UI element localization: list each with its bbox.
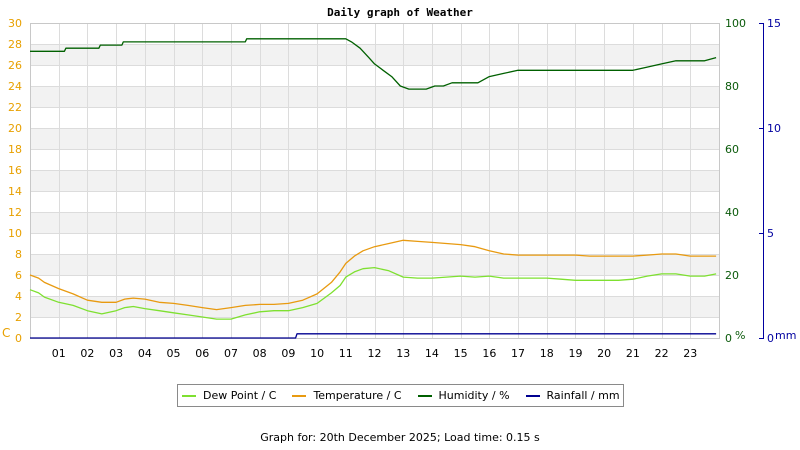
y-tick-label-left: 28 <box>8 38 22 51</box>
footer-status: Graph for: 20th December 2025; Load time… <box>260 431 540 444</box>
grid-band <box>30 128 719 149</box>
x-tick-label: 19 <box>568 347 582 360</box>
humidity-axis-unit: % <box>735 329 745 342</box>
y-tick-label-left: 14 <box>8 185 22 198</box>
legend-swatch <box>182 394 196 397</box>
x-tick-label: 13 <box>396 347 410 360</box>
x-tick-label: 11 <box>339 347 353 360</box>
y-tick-label-humidity: 80 <box>725 80 739 93</box>
x-tick-label: 16 <box>482 347 496 360</box>
y-tick-label-left: 12 <box>8 206 22 219</box>
x-tick-label: 07 <box>224 347 238 360</box>
y-tick-label-humidity: 100 <box>725 17 746 30</box>
x-tick-label: 04 <box>138 347 152 360</box>
y-tick-label-left: 8 <box>15 248 22 261</box>
y-tick-label-humidity: 40 <box>725 206 739 219</box>
x-tick-label: 15 <box>454 347 468 360</box>
y-tick-label-left: 16 <box>8 164 22 177</box>
series-line-temperature <box>29 239 717 311</box>
x-tick-label: 14 <box>425 347 439 360</box>
grid-band <box>30 86 719 107</box>
x-tick-label: 17 <box>511 347 525 360</box>
x-tick-label: 21 <box>626 347 640 360</box>
legend-item: Dew Point / C <box>182 389 276 402</box>
y-tick-label-rain: 0 <box>767 332 774 345</box>
y-tick-label-left: 24 <box>8 80 22 93</box>
series-line-rainfall <box>30 333 717 339</box>
y-tick-label-left: 4 <box>15 290 22 303</box>
x-tick-label: 18 <box>540 347 554 360</box>
legend-label: Rainfall / mm <box>546 389 620 402</box>
x-tick-label: 23 <box>683 347 697 360</box>
y-tick-label-left: 18 <box>8 143 22 156</box>
legend-item: Humidity / % <box>417 389 510 402</box>
legend-swatch <box>525 394 540 397</box>
left-axis-unit: C <box>2 326 10 340</box>
x-tick-label: 22 <box>655 347 669 360</box>
grid-band <box>30 170 719 191</box>
legend-label: Humidity / % <box>438 389 510 402</box>
y-tick-label-rain: 10 <box>767 122 781 135</box>
plot-area <box>30 23 720 339</box>
y-tick-label-left: 0 <box>15 332 22 345</box>
series-line-humidity <box>30 38 717 90</box>
y-tick-label-left: 30 <box>8 17 22 30</box>
chart-legend: Dew Point / C Temperature / C Humidity / %… <box>177 384 624 407</box>
chart-title: Daily graph of Weather <box>327 6 473 19</box>
grid-band <box>30 44 719 65</box>
x-tick-label: 01 <box>52 347 66 360</box>
x-tick-label: 10 <box>310 347 324 360</box>
y-tick-label-humidity: 60 <box>725 143 739 156</box>
x-tick-label: 05 <box>167 347 181 360</box>
y-tick-label-humidity: 0 <box>725 332 732 345</box>
grid-band <box>30 212 719 233</box>
x-tick-label: 12 <box>368 347 382 360</box>
y-tick-label-left: 22 <box>8 101 22 114</box>
legend-swatch <box>292 394 307 397</box>
legend-label: Temperature / C <box>313 389 402 402</box>
x-tick-label: 06 <box>195 347 209 360</box>
x-tick-label: 08 <box>253 347 267 360</box>
legend-swatch <box>417 394 432 397</box>
x-tick-label: 09 <box>281 347 295 360</box>
legend-label: Dew Point / C <box>203 389 277 402</box>
y-tick-label-left: 26 <box>8 59 22 72</box>
x-tick-label: 20 <box>597 347 611 360</box>
y-tick-label-rain: 15 <box>767 17 781 30</box>
series-line-dew <box>29 266 717 320</box>
y-tick-label-left: 10 <box>8 227 22 240</box>
grid-band <box>30 254 719 275</box>
y-tick-label-left: 6 <box>15 269 22 282</box>
legend-item: Temperature / C <box>292 389 402 402</box>
y-tick-label-left: 2 <box>15 311 22 324</box>
y-tick-label-humidity: 20 <box>725 269 739 282</box>
legend-item: Rainfall / mm <box>525 389 620 402</box>
rain-axis-unit: mm <box>775 329 796 342</box>
y-tick-label-rain: 5 <box>767 227 774 240</box>
x-tick-label: 03 <box>109 347 123 360</box>
x-tick-label: 02 <box>80 347 94 360</box>
y-tick-label-left: 20 <box>8 122 22 135</box>
